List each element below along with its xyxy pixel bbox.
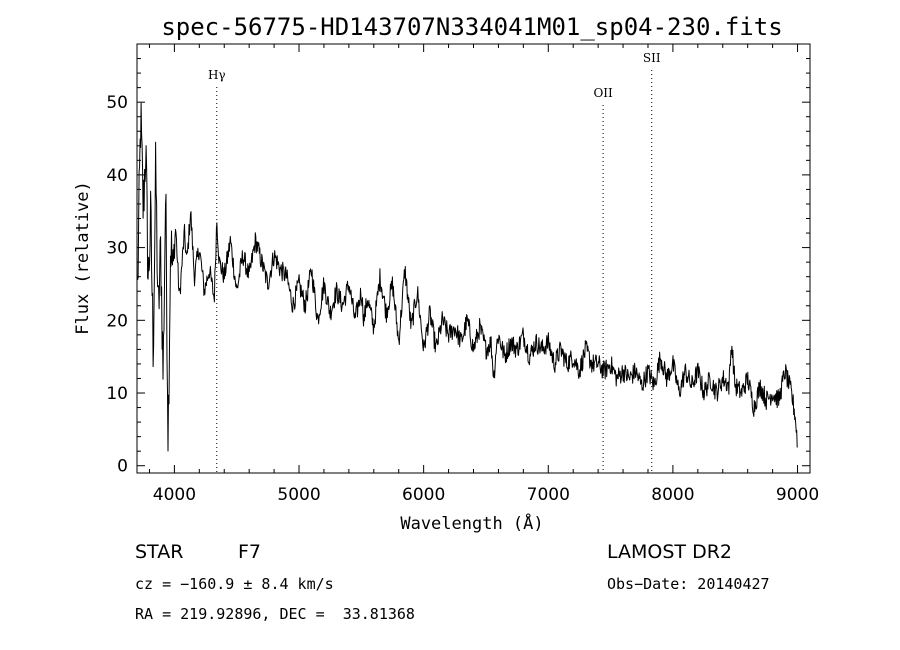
x-tick-label: 8000 xyxy=(651,485,694,505)
x-tick-label: 5000 xyxy=(277,485,320,505)
observation-date: Obs−Date: 20140427 xyxy=(607,575,770,593)
survey-name: LAMOST DR2 xyxy=(607,541,732,563)
y-axis: 0 10 20 30 40 50 xyxy=(106,58,810,477)
y-tick-label: 50 xyxy=(106,93,128,113)
spectral-line-label: OII xyxy=(593,86,613,100)
y-tick-label: 40 xyxy=(106,166,128,186)
spectral-line-label: SII xyxy=(643,51,661,65)
spectral-line-markers: Hγ OII SII xyxy=(208,51,661,473)
x-axis: 4000 5000 6000 7000 8000 9000 xyxy=(148,44,819,505)
spectrum-line xyxy=(137,102,798,452)
spectral-line-label: Hγ xyxy=(208,68,226,82)
x-tick-label: 7000 xyxy=(527,485,570,505)
chart-title: spec-56775-HD143707N334041M01_sp04-230.f… xyxy=(161,13,782,41)
y-tick-label: 10 xyxy=(106,384,128,404)
x-tick-label: 4000 xyxy=(153,485,196,505)
coordinates: RA = 219.92896, DEC = 33.81368 xyxy=(135,605,415,623)
y-tick-label: 30 xyxy=(106,239,128,259)
y-axis-label: Flux (relative) xyxy=(73,181,93,335)
y-tick-label: 0 xyxy=(117,457,128,477)
x-tick-label: 9000 xyxy=(776,485,819,505)
series-layer xyxy=(137,102,798,452)
redshift-cz: cz = −160.9 ± 8.4 km/s xyxy=(135,575,334,593)
x-axis-label: Wavelength (Å) xyxy=(400,512,543,534)
plot-frame xyxy=(136,43,811,474)
object-type: STAR xyxy=(135,541,184,563)
y-tick-label: 20 xyxy=(106,311,128,331)
x-tick-label: 6000 xyxy=(402,485,445,505)
subclass: F7 xyxy=(238,541,262,563)
